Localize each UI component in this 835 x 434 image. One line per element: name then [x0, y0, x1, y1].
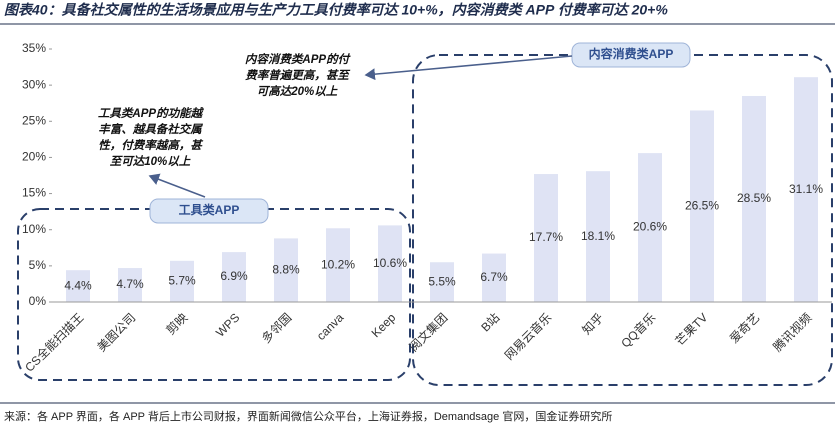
- bar: [742, 95, 766, 302]
- bar: [326, 228, 350, 302]
- x-tick-label: QQ音乐: [618, 310, 659, 351]
- tool-arrow: [148, 173, 206, 198]
- value-label: 6.7%: [480, 270, 508, 284]
- value-label: 5.5%: [428, 274, 456, 288]
- source: 来源：各 APP 界面，各 APP 背后上市公司财报，界面新闻微信公众平台，上海…: [4, 409, 612, 423]
- content-arrow: [364, 55, 573, 81]
- x-tick-label: CS全能扫描王: [22, 310, 87, 375]
- bar: [586, 171, 610, 302]
- x-tick-label: 剪映: [163, 310, 191, 338]
- annotation: 丰富、越具备社交属: [98, 122, 203, 136]
- y-tick-label: 15%: [22, 186, 46, 200]
- y-tick-label: 5%: [29, 258, 47, 272]
- y-tick-label: 0%: [29, 294, 47, 308]
- bar: [794, 77, 818, 302]
- bar: [638, 153, 662, 302]
- annotation: 可高达20%以上: [257, 85, 338, 98]
- x-tick-label: 芒果TV: [672, 310, 710, 348]
- bar: [482, 253, 506, 302]
- tool-tag-box: [149, 198, 269, 224]
- y-tick-label: 20%: [22, 150, 46, 164]
- value-label: 8.8%: [272, 262, 300, 276]
- value-label: 5.7%: [168, 274, 196, 288]
- value-label: 4.4%: [64, 278, 92, 292]
- bar: [378, 225, 402, 302]
- y-tick-label: 25%: [22, 113, 46, 127]
- value-label: 20.6%: [633, 220, 667, 234]
- annotation: 工具类APP的功能越: [98, 107, 205, 120]
- value-label: 18.1%: [581, 229, 615, 243]
- y-tick-label: 35%: [22, 41, 46, 55]
- value-label: 10.6%: [373, 256, 407, 270]
- tool-tag: 工具类APP: [179, 202, 240, 217]
- x-tick-label: 腾讯视频: [770, 310, 815, 355]
- bar: [222, 252, 246, 302]
- bar: [274, 238, 298, 302]
- value-label: 31.1%: [789, 182, 823, 196]
- bar: [66, 270, 90, 302]
- content-tag: 内容消费类APP: [589, 46, 674, 61]
- bar: [118, 268, 142, 302]
- value-label: 10.2%: [321, 257, 355, 271]
- y-tick-label: 10%: [22, 222, 46, 236]
- annotation: 性，付费率越高，甚: [98, 138, 204, 152]
- value-label: 4.7%: [116, 277, 144, 291]
- x-tick-label: 爱奇艺: [727, 310, 762, 345]
- value-label: 17.7%: [529, 230, 563, 244]
- x-tick-label: WPS: [213, 310, 242, 339]
- annotation: 至可达10%以上: [110, 155, 191, 168]
- bar: [690, 110, 714, 302]
- content-tag-box: [571, 42, 691, 68]
- x-tick-label: canva: [314, 310, 347, 343]
- x-tick-label: 美图公司: [95, 310, 139, 354]
- x-tick-label: B站: [478, 310, 502, 334]
- x-tick-label: 多邻国: [259, 310, 294, 345]
- value-label: 26.5%: [685, 198, 719, 212]
- y-tick-label: 30%: [22, 77, 46, 91]
- annotation: 内容消费类APP的付: [245, 52, 352, 66]
- x-tick-label: 知乎: [579, 310, 606, 337]
- x-tick-label: Keep: [369, 310, 399, 340]
- bar: [170, 260, 194, 302]
- value-label: 28.5%: [737, 191, 771, 205]
- value-label: 6.9%: [220, 269, 248, 283]
- annotation: 费率普遍更高，甚至: [245, 68, 351, 82]
- chart-title: 图表40：具备社交属性的生活场景应用与生产力工具付费率可达 10+%，内容消费类…: [4, 2, 668, 18]
- bar: [534, 174, 558, 302]
- bar: [430, 262, 454, 302]
- x-tick-label: 网易云音乐: [501, 310, 554, 363]
